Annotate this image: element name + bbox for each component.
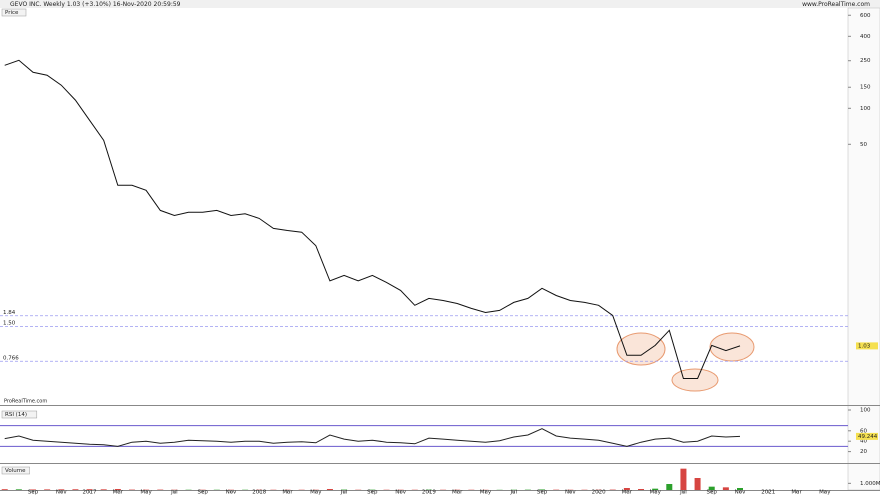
volume-bar (709, 487, 715, 490)
x-tick-label: May (480, 490, 492, 496)
x-tick-label: Nov (226, 490, 237, 496)
watermark: ProRealTime.com (4, 399, 47, 405)
panel-label: RSI (14) (5, 412, 27, 418)
x-tick-label: 2021 (761, 490, 775, 496)
x-tick-label: Nov (395, 490, 406, 496)
volume-bar (58, 489, 64, 490)
volume-bar (327, 489, 333, 490)
x-tick-label: Sep (28, 490, 39, 496)
x-tick-label: May (140, 490, 152, 496)
x-tick-label: Sep (197, 490, 208, 496)
x-tick-label: Mar (113, 490, 124, 496)
highlight-ellipse (672, 369, 718, 391)
x-tick-label: Sep (707, 490, 718, 496)
y-tick-label: 600 (860, 13, 871, 19)
level-label: 1.50 (3, 320, 16, 326)
x-tick-label: 2020 (592, 490, 606, 496)
x-tick-label: Jul (509, 490, 517, 496)
volume-bar (16, 489, 22, 490)
y-tick-label: 20 (860, 449, 867, 455)
last-value-label: 1.03 (858, 343, 871, 349)
site: www.ProRealTime.com (802, 1, 870, 8)
panel-label: Volume (5, 468, 26, 474)
y-tick-label: 250 (860, 58, 871, 64)
volume-bar (638, 489, 644, 490)
volume-bar (624, 488, 630, 490)
x-tick-label: Mar (452, 490, 463, 496)
x-tick-label: May (819, 490, 831, 496)
y-tick-label: 1.000M (860, 481, 880, 487)
y-tick-label: 400 (860, 34, 871, 40)
x-tick-label: Nov (735, 490, 746, 496)
volume-bar (539, 489, 545, 490)
volume-bar (115, 489, 121, 490)
volume-bar (30, 489, 36, 490)
y-tick-label: 100 (860, 408, 871, 414)
x-tick-label: Nov (565, 490, 576, 496)
x-tick-label: Nov (56, 490, 67, 496)
chart-title: GEVO INC. Weekly 1.03 (+3.10%) 16-Nov-20… (10, 1, 181, 8)
last-value-label: 49.244 (858, 434, 878, 440)
volume-bar (652, 489, 658, 490)
x-tick-label: May (649, 490, 661, 496)
x-tick-label: Mar (282, 490, 293, 496)
volume-bar (2, 489, 8, 490)
y-tick-label: 100 (860, 106, 871, 112)
volume-bar (666, 484, 672, 490)
volume-bar (101, 489, 107, 490)
x-tick-label: Mar (622, 490, 633, 496)
volume-bar (680, 469, 686, 490)
x-tick-label: 2017 (83, 490, 97, 496)
x-tick-label: Jul (170, 490, 178, 496)
x-tick-label: Jul (679, 490, 687, 496)
level-label: 0.766 (3, 355, 19, 361)
volume-bar (87, 489, 93, 490)
x-tick-label: Jul (340, 490, 348, 496)
y-tick-label: 50 (860, 142, 867, 148)
x-tick-label: 2018 (252, 490, 266, 496)
volume-bar (44, 489, 50, 490)
x-tick-label: Sep (367, 490, 378, 496)
volume-bar (737, 488, 743, 490)
level-label: 1.84 (3, 310, 16, 316)
y-tick-label: 150 (860, 85, 871, 91)
volume-bar (72, 489, 78, 490)
x-tick-label: Sep (537, 490, 548, 496)
panel-label: Price (5, 10, 19, 16)
x-tick-label: 2019 (422, 490, 436, 496)
x-tick-label: Mar (791, 490, 802, 496)
right-axis (848, 8, 880, 490)
x-tick-label: May (310, 490, 322, 496)
volume-bar (723, 487, 729, 490)
volume-bar (695, 478, 701, 490)
